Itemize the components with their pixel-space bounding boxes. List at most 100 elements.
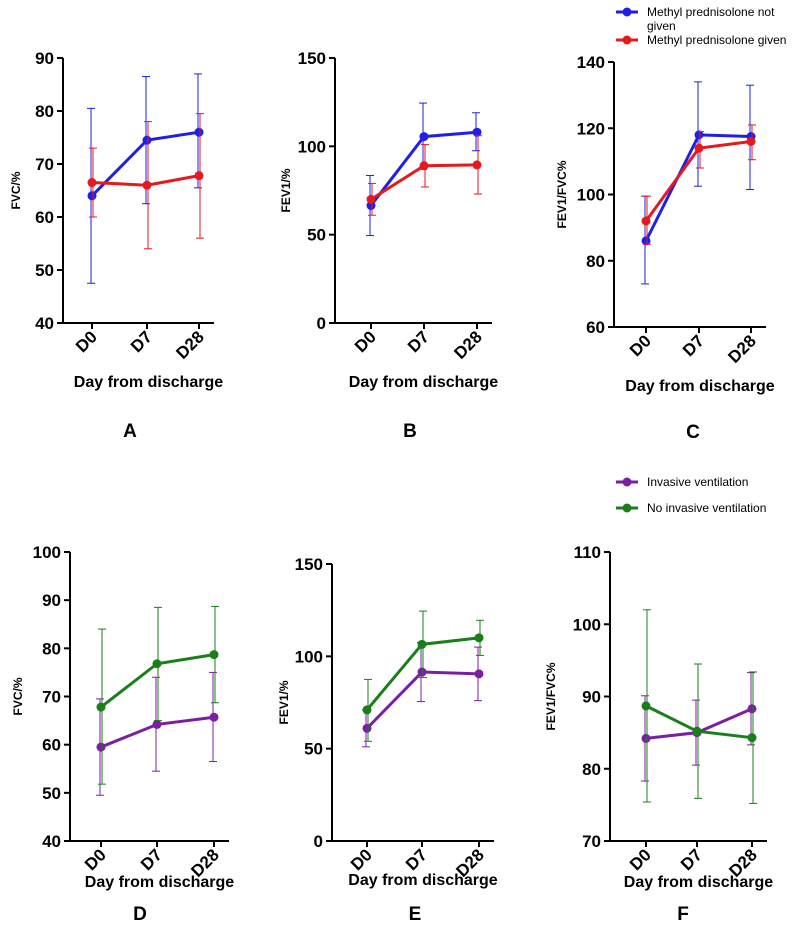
y-tick-label: 70	[42, 688, 61, 707]
x-tick-label-d28: D28	[172, 327, 207, 362]
x-tick-label-d0: D0	[626, 845, 655, 874]
panel-label-b: B	[403, 421, 417, 442]
data-point	[209, 712, 219, 722]
y-tick-label: 140	[577, 53, 605, 72]
y-tick-label: 100	[295, 647, 323, 666]
panel-label-c: C	[686, 422, 700, 443]
x-tick-label-d7: D7	[402, 845, 431, 874]
chart-panel-a: 40 50 60 70 80 90 D0 D7 D28 Day from discharge FVC…	[9, 49, 223, 442]
x-axis-title: Day from discharge	[624, 874, 773, 891]
x-axis-title: Day from discharge	[625, 378, 774, 395]
legend-bottom: Invasive ventilation No invasive ventilat…	[616, 475, 766, 515]
data-point	[417, 639, 427, 649]
legend-label: Methyl prednisolone given	[647, 33, 786, 47]
x-tick-label-d0: D0	[81, 845, 110, 874]
y-tick-label: 100	[573, 615, 601, 634]
x-axis-title: Day from discharge	[85, 874, 234, 891]
x-axis-title: Day from discharge	[74, 374, 223, 391]
y-tick-label: 60	[586, 318, 605, 337]
data-point	[474, 669, 484, 679]
chart-panel-c: 60 80 100 120 140 D0 D7 D28 Day from discharge FE…	[555, 53, 775, 443]
x-tick-label-d7: D7	[404, 327, 433, 356]
y-axis-title: FEV1/FVC%	[555, 160, 569, 228]
legend-swatch-marker	[622, 7, 632, 17]
y-tick-label: 100	[33, 543, 61, 562]
panel-label-e: E	[409, 904, 422, 925]
x-tick-label-d7: D7	[127, 327, 156, 356]
y-tick-label: 70	[35, 155, 54, 174]
y-tick-label: 80	[582, 760, 601, 779]
series-0	[87, 73, 204, 284]
series-0	[641, 81, 756, 285]
panel-label-d: D	[133, 904, 147, 925]
legend-swatch-marker	[622, 503, 632, 513]
series-1	[96, 605, 219, 785]
data-point	[209, 650, 219, 660]
series-0	[366, 102, 482, 237]
data-point	[362, 723, 372, 733]
series-1	[641, 609, 757, 804]
legend-swatch-marker	[622, 35, 632, 45]
legend-label: given	[647, 19, 676, 33]
data-point	[152, 719, 162, 729]
x-tick-label-d7: D7	[679, 331, 708, 360]
data-point	[746, 137, 756, 146]
data-point	[694, 130, 704, 140]
data-point	[417, 667, 427, 677]
data-point	[152, 659, 162, 669]
legend-label: No invasive ventilation	[647, 501, 766, 515]
legend-swatch-marker	[622, 477, 632, 487]
data-point	[641, 216, 651, 226]
y-axis-title: FVC/%	[9, 171, 23, 209]
series-0	[641, 672, 757, 782]
y-tick-label: 120	[577, 119, 605, 138]
x-tick-label-d7: D7	[137, 845, 166, 874]
data-point	[747, 704, 757, 714]
series-1	[87, 113, 204, 250]
legend-entry: Invasive ventilation	[616, 475, 748, 489]
data-point	[366, 201, 376, 211]
data-point	[474, 633, 484, 643]
y-tick-label: 50	[304, 740, 323, 759]
x-tick-label-d28: D28	[450, 327, 485, 362]
y-tick-label: 100	[298, 137, 326, 156]
series-line	[365, 670, 480, 730]
x-tick-label-d0: D0	[72, 327, 101, 356]
series-0	[96, 671, 219, 796]
y-tick-label: 80	[586, 252, 605, 271]
legend-entry: No invasive ventilation	[616, 501, 766, 515]
data-point	[641, 701, 651, 711]
panel-label-f: F	[677, 904, 689, 925]
legend-label: Invasive ventilation	[647, 475, 748, 489]
y-axis-title: FVC/%	[11, 677, 25, 715]
x-axis-title: Day from discharge	[348, 872, 497, 889]
data-point	[419, 132, 429, 142]
y-tick-label: 90	[35, 49, 54, 68]
data-point	[694, 143, 704, 153]
data-point	[472, 127, 482, 137]
data-point	[641, 733, 651, 743]
x-tick-label-d0: D0	[347, 845, 376, 874]
data-point	[142, 135, 152, 145]
data-point	[747, 733, 757, 743]
y-tick-label: 80	[42, 639, 61, 658]
data-point	[87, 178, 97, 188]
data-point	[366, 194, 376, 204]
data-point	[87, 191, 97, 201]
x-axis-title: Day from discharge	[349, 374, 498, 391]
y-axis-title: FEV1/%	[277, 680, 291, 724]
y-tick-label: 50	[35, 261, 54, 280]
y-tick-label: 100	[577, 186, 605, 205]
y-tick-label: 90	[582, 688, 601, 707]
x-tick-label-d28: D28	[724, 331, 759, 366]
panel-label-a: A	[123, 421, 137, 442]
series-1	[641, 124, 756, 245]
data-point	[362, 705, 372, 715]
y-tick-label: 110	[574, 543, 601, 562]
legend-label: Methyl prednisolone not	[647, 5, 775, 19]
